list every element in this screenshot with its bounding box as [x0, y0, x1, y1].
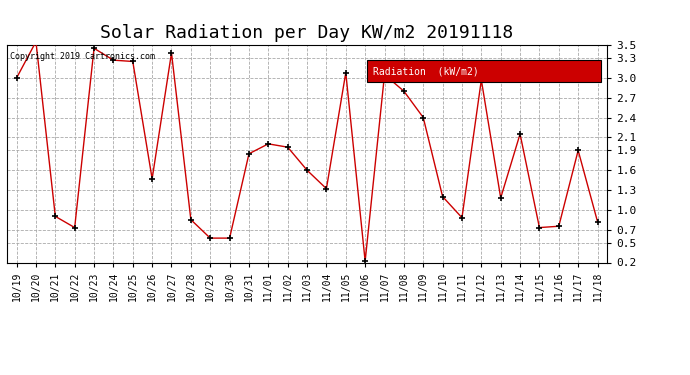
Text: Radiation  (kW/m2): Radiation (kW/m2) [373, 66, 479, 76]
Text: Copyright 2019 Cartronics.com: Copyright 2019 Cartronics.com [10, 51, 155, 60]
Title: Solar Radiation per Day KW/m2 20191118: Solar Radiation per Day KW/m2 20191118 [101, 24, 513, 42]
FancyBboxPatch shape [367, 60, 601, 82]
